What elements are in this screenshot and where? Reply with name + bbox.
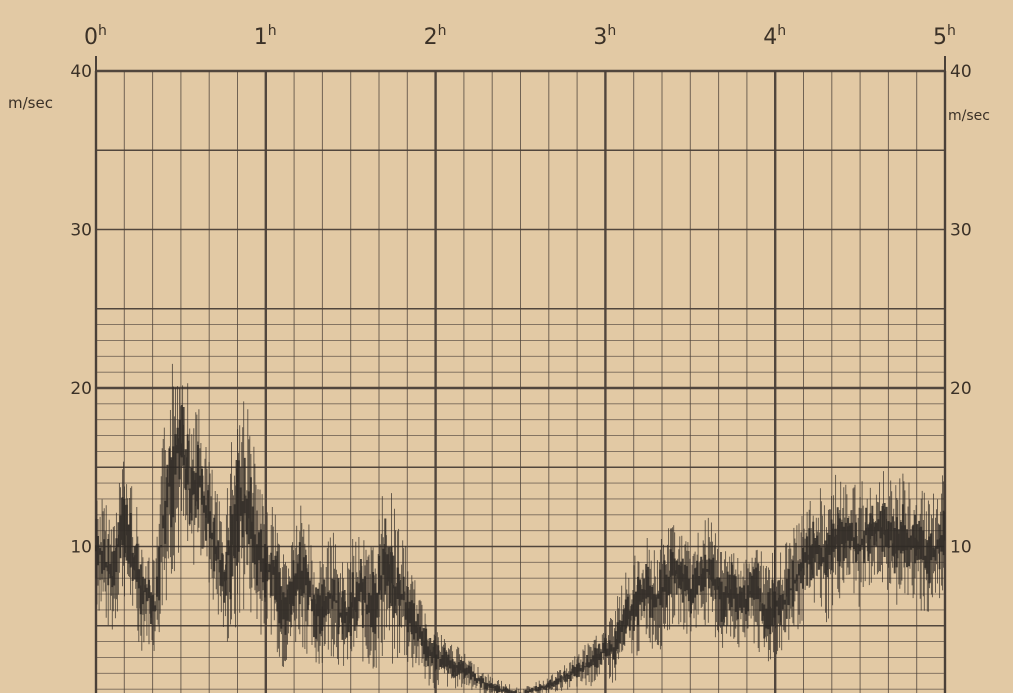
y-unit-label-right: m/sec <box>948 108 990 124</box>
x-tick-labels: 0h 1h 2h 3h 4h 5h <box>84 23 956 50</box>
y-tick-labels-left: 10 20 30 40 <box>70 62 92 558</box>
y-tick-label-right: 30 <box>950 221 972 241</box>
y-tick-label-right: 40 <box>950 62 972 82</box>
x-tick-label: 3h <box>593 23 616 50</box>
x-tick-label: 0h <box>84 23 107 50</box>
y-tick-label-right: 20 <box>950 379 972 399</box>
x-tick-label: 1h <box>254 23 277 50</box>
wind-trace <box>95 363 946 693</box>
x-tick-label: 2h <box>424 23 447 50</box>
y-tick-label-left: 10 <box>70 538 92 558</box>
y-tick-label-right: 10 <box>950 538 972 558</box>
y-tick-label-left: 40 <box>70 62 92 82</box>
x-tick-label: 4h <box>763 23 786 50</box>
trace-core <box>95 405 945 693</box>
x-tick-label: 5h <box>933 23 956 50</box>
y-tick-label-left: 30 <box>70 221 92 241</box>
y-tick-label-left: 20 <box>70 379 92 399</box>
y-tick-labels-right: 10 20 30 40 <box>950 62 972 558</box>
y-unit-label-left: m/sec <box>8 94 53 112</box>
